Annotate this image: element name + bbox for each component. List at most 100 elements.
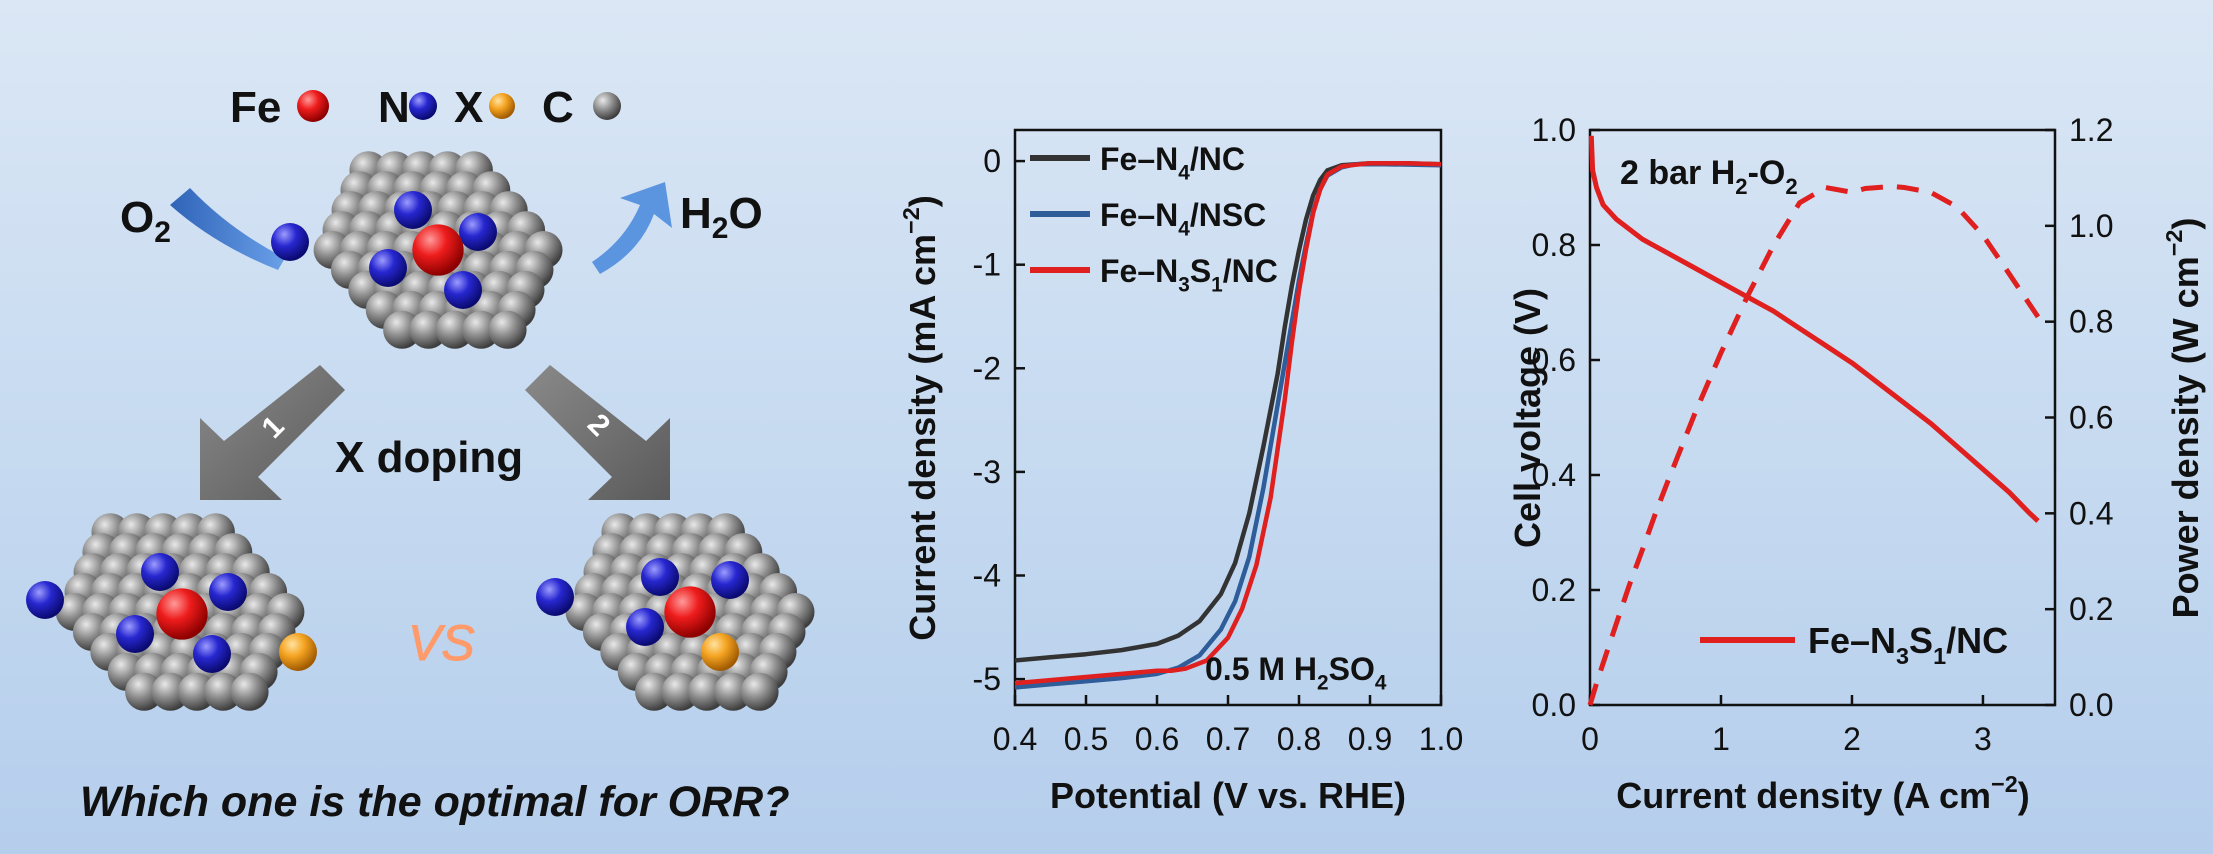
fc-legend: Fe–N3S1/NC	[1700, 620, 2008, 669]
fc-y-tick-label: 0.6	[1532, 342, 1576, 378]
legend-label-c: C	[542, 83, 574, 132]
carbon-atom	[488, 310, 527, 349]
nitrogen-atom	[641, 558, 679, 596]
lsv-legend-label-3: Fe–N3S1/NC	[1100, 253, 1278, 297]
fc-legend-label: Fe–N3S1/NC	[1808, 620, 2008, 669]
c-atom-icon	[593, 92, 621, 120]
lsv-legend: Fe–N4/NC Fe–N4/NSC Fe–N3S1/NC	[1030, 141, 1278, 297]
lsv-y-axis-title: Current density (mA cm−2)	[898, 195, 943, 640]
lsv-x-tick-label: 0.8	[1277, 721, 1321, 757]
nitrogen-atom	[26, 581, 64, 619]
carbon-atom	[435, 310, 474, 349]
fc-x-axis: 0 1 2 3	[1581, 695, 1992, 757]
fc-polarization-curve	[1588, 135, 2040, 523]
nitrogen-atom	[536, 578, 574, 616]
fc-y-tick-label: 1.0	[1532, 112, 1576, 148]
lsv-series-layer	[1014, 160, 1442, 690]
fc-y-tick-label: 0.8	[1532, 227, 1576, 263]
fuel-cell-chart: 0 1 2 3 0.0 0.2 0.4 0.6 0.8 1.0 0.0 0.2 0.4 0.6 0.8 1…	[1507, 112, 2206, 816]
fe-n3x1-cluster-option-1	[26, 513, 317, 711]
fc-y2-tick-label: 1.2	[2069, 112, 2113, 148]
carbon-atom	[125, 672, 164, 711]
nitrogen-atom	[369, 249, 407, 287]
fe-n3x1-cluster-option-2	[536, 513, 815, 711]
carbon-atom	[177, 672, 216, 711]
fc-plot-frame	[1588, 128, 2057, 707]
iron-atom	[664, 586, 716, 638]
lsv-electrolyte-annotation: 0.5 M H2SO4	[1205, 651, 1387, 695]
iron-atom	[156, 588, 208, 640]
nitrogen-atom	[394, 191, 432, 229]
fc-y2-tick-label: 0.4	[2069, 495, 2113, 531]
carbon-atom	[230, 672, 269, 711]
lsv-x-tick-label: 1.0	[1419, 721, 1463, 757]
dopant-atom	[279, 633, 317, 671]
lsv-chart: 0.4 0.5 0.6 0.7 0.8 0.9 1.0 0 -1 -2 -3 -4 -5 Potent…	[898, 128, 1463, 816]
nitrogen-atom	[193, 635, 231, 673]
fe-atom-icon	[297, 90, 329, 122]
product-label: H2O	[680, 189, 763, 245]
legend-label-x: X	[454, 83, 483, 132]
fc-condition-annotation: 2 bar H2-O2	[1620, 154, 1798, 199]
carbon-atom	[714, 672, 753, 711]
fc-y2-tick-label: 0.2	[2069, 591, 2113, 627]
lsv-x-tick-label: 0.4	[993, 721, 1037, 757]
vs-label: VS	[408, 615, 475, 671]
doping-label: X doping	[335, 433, 523, 482]
carbon-atom	[462, 310, 501, 349]
nitrogen-atom	[271, 223, 309, 261]
fc-y2-tick-label: 0.8	[2069, 304, 2113, 340]
fc-series-layer	[1587, 135, 2041, 706]
fe-n4-cluster-top	[271, 151, 563, 349]
nitrogen-atom	[209, 573, 247, 611]
fc-y2-axis-title: Power density (W cm−2)	[2161, 218, 2206, 619]
lsv-x-tick-label: 0.9	[1348, 721, 1392, 757]
iron-atom	[412, 224, 464, 276]
legend-label-fe: Fe	[230, 83, 281, 132]
fc-y-tick-label: 0.4	[1532, 457, 1576, 493]
nitrogen-atom	[141, 553, 179, 591]
carbon-atom	[409, 310, 448, 349]
reactant-label: O2	[120, 193, 171, 249]
lsv-y-tick-label: -1	[973, 247, 1001, 283]
legend-label-n: N	[378, 83, 410, 132]
fc-x-tick-label: 2	[1843, 721, 1861, 757]
lsv-x-axis: 0.4 0.5 0.6 0.7 0.8 0.9 1.0	[993, 695, 1463, 757]
fc-y-axis-left: 0.0 0.2 0.4 0.6 0.8 1.0	[1532, 112, 1600, 723]
carbon-atom	[383, 310, 422, 349]
fc-y2-tick-label: 1.0	[2069, 208, 2113, 244]
nitrogen-atom	[116, 615, 154, 653]
nitrogen-atom	[711, 561, 749, 599]
reactant-arrow-icon	[170, 188, 285, 270]
lsv-y-axis: 0 -1 -2 -3 -4 -5	[973, 143, 1025, 697]
fc-power-density-curve	[1587, 184, 2041, 706]
nitrogen-atom	[459, 213, 497, 251]
fc-y-axis-title: Cell voltage (V)	[1507, 288, 1548, 548]
fc-y-tick-label: 0.2	[1532, 572, 1576, 608]
scheme-panel: Fe N X C O2 H2O 1 2 X doping VS	[26, 83, 815, 711]
carbon-atom	[635, 672, 674, 711]
carbon-atom	[151, 672, 190, 711]
lsv-x-tick-label: 0.6	[1135, 721, 1179, 757]
lsv-legend-label-1: Fe–N4/NC	[1100, 141, 1245, 185]
fc-y2-tick-label: 0.6	[2069, 400, 2113, 436]
carbon-atom	[661, 672, 700, 711]
lsv-series-line-1	[1014, 160, 1442, 663]
fc-y-tick-label: 0.0	[1532, 687, 1576, 723]
product-arrow-icon	[592, 182, 672, 274]
lsv-x-tick-label: 0.7	[1206, 721, 1250, 757]
nitrogen-atom	[444, 271, 482, 309]
x-atom-icon	[489, 93, 515, 119]
question-caption: Which one is the optimal for ORR?	[80, 778, 790, 826]
fc-x-tick-label: 0	[1581, 721, 1599, 757]
fc-x-axis-title: Current density (A cm−2)	[1616, 771, 2029, 816]
lsv-legend-label-2: Fe–N4/NSC	[1100, 197, 1266, 241]
nitrogen-atom	[626, 608, 664, 646]
lsv-y-tick-label: 0	[983, 143, 1001, 179]
dopant-atom	[701, 633, 739, 671]
lsv-series-line-2	[1014, 161, 1442, 690]
lsv-x-axis-title: Potential (V vs. RHE)	[1050, 775, 1406, 816]
pathway-arrow-2-icon: 2	[525, 365, 670, 500]
carbon-atom	[687, 672, 726, 711]
lsv-y-tick-label: -5	[973, 661, 1001, 697]
